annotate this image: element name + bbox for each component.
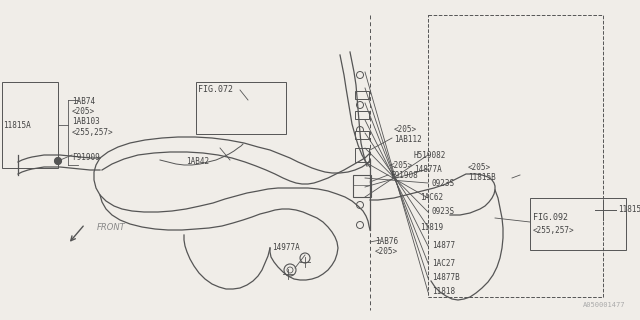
Text: F91908: F91908 — [390, 172, 418, 180]
Text: 1AC62: 1AC62 — [420, 194, 443, 203]
Text: <205>: <205> — [72, 108, 95, 116]
Bar — [530, 198, 626, 250]
Text: H519082: H519082 — [414, 150, 446, 159]
Text: A050001477: A050001477 — [582, 302, 625, 308]
Text: 11815A: 11815A — [3, 121, 31, 130]
Bar — [196, 82, 286, 134]
Circle shape — [55, 158, 61, 164]
Text: 14977A: 14977A — [272, 244, 300, 252]
Bar — [2, 82, 58, 168]
Text: 11818: 11818 — [432, 287, 455, 297]
Text: 11815B: 11815B — [468, 172, 496, 181]
Text: FIG.092: FIG.092 — [533, 213, 568, 222]
Text: 14877: 14877 — [432, 242, 455, 251]
Text: F91909: F91909 — [72, 154, 100, 163]
Bar — [355, 131, 369, 139]
Text: <205>: <205> — [390, 162, 413, 171]
Text: 1AC27: 1AC27 — [432, 259, 455, 268]
Text: FRONT: FRONT — [97, 222, 125, 231]
Text: FIG.072: FIG.072 — [198, 85, 233, 94]
Text: 1AB112: 1AB112 — [394, 135, 422, 145]
Text: <205>: <205> — [468, 163, 491, 172]
Text: <255,257>: <255,257> — [72, 127, 114, 137]
Text: 14877A: 14877A — [414, 164, 442, 173]
Text: <205>: <205> — [394, 125, 417, 134]
Bar — [355, 148, 369, 162]
Bar — [355, 111, 369, 119]
Bar — [355, 91, 369, 99]
Text: 11815: 11815 — [618, 205, 640, 214]
Text: <205>: <205> — [375, 247, 398, 257]
Text: 1AB74: 1AB74 — [72, 98, 95, 107]
Bar — [428, 15, 603, 297]
Text: <255,257>: <255,257> — [533, 226, 575, 235]
Text: 1AB42: 1AB42 — [186, 157, 209, 166]
Text: 1AB76: 1AB76 — [375, 237, 398, 246]
Bar — [353, 175, 371, 197]
Text: 0923S: 0923S — [432, 207, 455, 217]
Text: 14877B: 14877B — [432, 274, 460, 283]
Text: 11819: 11819 — [420, 222, 443, 231]
Text: 1AB103: 1AB103 — [72, 117, 100, 126]
Text: 0923S: 0923S — [432, 179, 455, 188]
